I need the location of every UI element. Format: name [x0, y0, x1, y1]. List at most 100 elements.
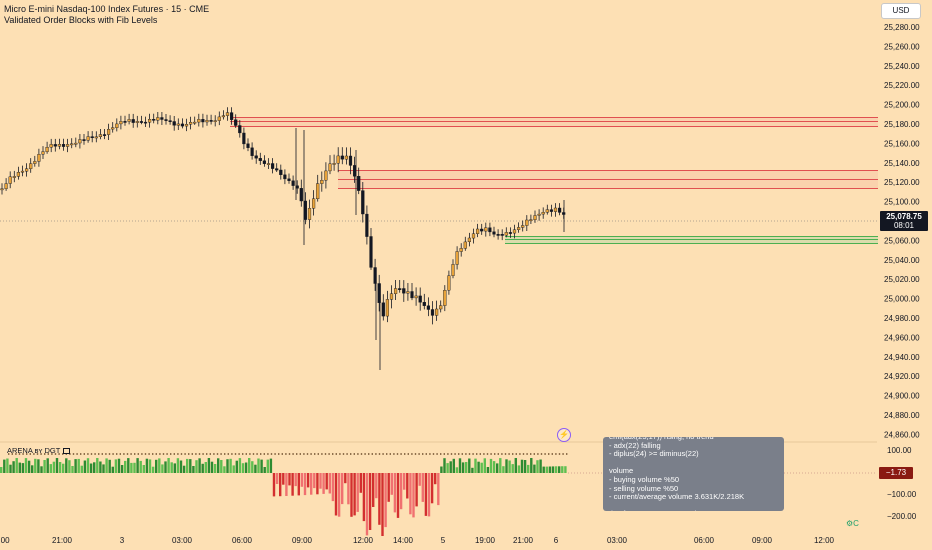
candle[interactable] [385, 290, 389, 323]
candle[interactable] [262, 155, 266, 167]
candle[interactable] [447, 270, 451, 295]
bull-order-block[interactable] [505, 236, 878, 244]
candle[interactable] [410, 283, 414, 301]
candle[interactable] [37, 148, 41, 167]
candle[interactable] [61, 138, 66, 151]
candle[interactable] [365, 205, 369, 245]
candle[interactable] [373, 258, 377, 291]
candle[interactable] [443, 285, 447, 312]
candle[interactable] [217, 111, 221, 126]
candle[interactable] [127, 113, 131, 125]
candle[interactable] [422, 293, 426, 310]
candle[interactable] [78, 134, 82, 149]
candle[interactable] [459, 243, 463, 257]
candle[interactable] [205, 114, 209, 126]
candle[interactable] [504, 227, 508, 238]
candle[interactable] [98, 129, 102, 140]
candle[interactable] [147, 113, 152, 128]
candle[interactable] [553, 203, 558, 217]
candle[interactable] [172, 116, 176, 131]
candle[interactable] [8, 171, 12, 189]
candle[interactable] [283, 169, 287, 185]
oscillator-histogram[interactable] [0, 458, 567, 536]
candle[interactable] [287, 173, 291, 184]
candle[interactable] [414, 287, 418, 306]
candle[interactable] [512, 224, 517, 239]
candle[interactable] [49, 138, 53, 153]
candle[interactable] [82, 134, 86, 145]
candle[interactable] [246, 138, 250, 152]
candle[interactable] [94, 131, 98, 143]
candle[interactable] [303, 192, 307, 225]
candle[interactable] [435, 300, 439, 321]
candle[interactable] [275, 163, 279, 172]
candle[interactable] [160, 112, 164, 125]
candle[interactable] [357, 167, 361, 195]
indicator-label[interactable]: ARENA ʙʏ DGT [7, 446, 71, 455]
candle[interactable] [348, 147, 353, 175]
candle[interactable] [176, 118, 180, 130]
candle[interactable] [377, 274, 381, 312]
candle[interactable] [545, 204, 549, 215]
candle[interactable] [369, 228, 373, 270]
candle[interactable] [320, 171, 324, 192]
candle[interactable] [4, 178, 8, 191]
candle[interactable] [492, 226, 496, 238]
candle[interactable] [221, 110, 225, 120]
candle[interactable] [201, 113, 205, 128]
candle[interactable] [115, 118, 119, 132]
candle[interactable] [484, 222, 488, 237]
candle[interactable] [119, 115, 123, 130]
candle[interactable] [111, 122, 115, 133]
candle[interactable] [406, 283, 410, 301]
candle[interactable] [29, 158, 33, 173]
candle[interactable] [328, 155, 332, 175]
candle[interactable] [65, 138, 70, 153]
candle[interactable] [307, 199, 312, 229]
candle[interactable] [471, 228, 476, 244]
lightning-icon[interactable]: ⚡ [557, 428, 571, 442]
sync-icon[interactable]: ⚙C [846, 519, 859, 528]
candle[interactable] [361, 182, 365, 223]
candle[interactable] [0, 183, 4, 195]
indicator-title[interactable]: Validated Order Blocks with Fib Levels [4, 15, 158, 25]
time-axis[interactable]: :00 21:00 3 03:00 06:00 09:00 12:00 14:00 5 19:00… [0, 536, 835, 545]
candle[interactable] [70, 138, 74, 149]
candle[interactable] [20, 165, 25, 177]
candle[interactable] [394, 280, 398, 300]
candle[interactable] [480, 223, 484, 235]
candle[interactable] [521, 220, 525, 232]
candle[interactable] [90, 131, 94, 143]
candle[interactable] [537, 209, 541, 221]
candle[interactable] [291, 175, 295, 190]
candle[interactable] [106, 123, 111, 140]
candle[interactable] [426, 297, 430, 317]
candle[interactable] [558, 203, 562, 216]
candle[interactable] [271, 158, 275, 174]
candle[interactable] [476, 223, 480, 238]
candle[interactable] [53, 138, 57, 152]
candle[interactable] [135, 115, 139, 128]
candle[interactable] [225, 107, 230, 121]
candle[interactable] [266, 158, 271, 169]
candle[interactable] [197, 113, 201, 127]
candle[interactable] [324, 162, 328, 189]
candle[interactable] [74, 137, 78, 148]
candle[interactable] [279, 164, 283, 180]
candle[interactable] [242, 127, 246, 150]
candle[interactable] [234, 114, 238, 128]
bear-order-block-lower[interactable] [338, 170, 878, 189]
candle[interactable] [529, 214, 533, 224]
candle[interactable] [418, 287, 422, 311]
candle[interactable] [398, 280, 402, 293]
price-axis[interactable]: 25,280.00 25,260.00 25,240.00 25,220.00 25,2… [884, 23, 920, 439]
candle[interactable] [541, 207, 545, 219]
candle[interactable] [389, 285, 394, 309]
candle[interactable] [16, 166, 20, 180]
candle[interactable] [123, 115, 127, 126]
candle[interactable] [496, 229, 500, 240]
symbol-title[interactable]: Micro E-mini Nasdaq-100 Index Futures · … [4, 4, 210, 14]
candle[interactable] [250, 142, 254, 160]
candlestick-series[interactable] [0, 107, 566, 370]
